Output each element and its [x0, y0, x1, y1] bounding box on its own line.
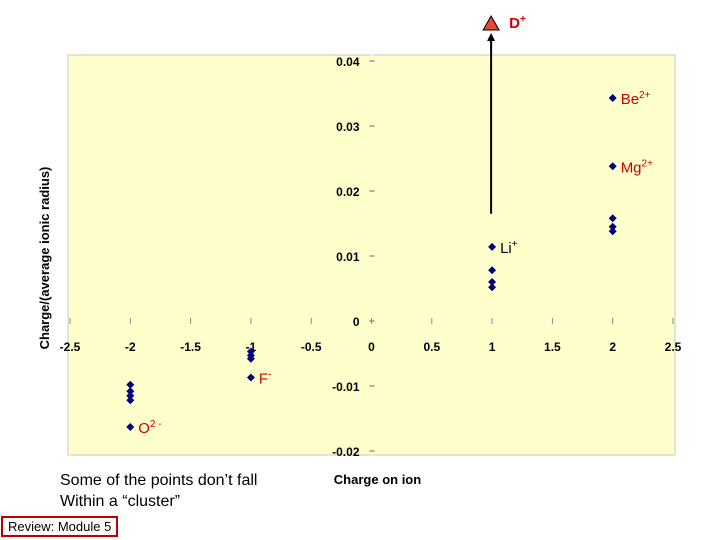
x-tick-label-6: 0.5 [423, 340, 440, 354]
ion-label-li: Li+ [500, 239, 518, 257]
data-point-12 [488, 283, 497, 292]
data-point-9 [488, 242, 497, 251]
x-tick-label-1: -2 [125, 340, 136, 354]
y-tick-label-5: -0.01 [332, 380, 360, 394]
y-tick-label-4: 0 [353, 315, 360, 329]
y-tick-label-6: -0.02 [332, 445, 360, 459]
data-point-0 [126, 380, 135, 389]
data-point-4 [126, 422, 135, 431]
ion-label-d: D+ [509, 14, 526, 32]
data-point-2 [126, 391, 135, 400]
ion-label-mg: Mg2+ [621, 158, 653, 176]
x-tick-label-8: 1.5 [544, 340, 561, 354]
y-tick-label-2: 0.02 [336, 185, 360, 199]
x-tick-label-3: -1 [246, 340, 257, 354]
data-point-8 [246, 373, 255, 382]
ion-label-o: O2 - [138, 419, 161, 437]
x-tick-label-10: 2.5 [665, 340, 682, 354]
y-tick-label-1: 0.03 [336, 120, 360, 134]
deuterium-marker [482, 14, 500, 31]
data-point-3 [126, 396, 135, 405]
data-point-16 [608, 222, 617, 231]
ion-label-f: F- [259, 370, 272, 388]
x-axis-title: Charge on ion [334, 472, 421, 487]
data-point-14 [608, 162, 617, 171]
x-tick-label-5: 0 [368, 340, 375, 354]
x-tick-label-4: -0.5 [301, 340, 322, 354]
cluster-note: Some of the points don’t fall Within a “… [60, 470, 257, 512]
ion-label-be: Be2+ [621, 90, 651, 108]
y-tick-label-3: 0.01 [336, 250, 360, 264]
data-point-1 [126, 387, 135, 396]
x-tick-label-2: -1.5 [180, 340, 201, 354]
x-tick-label-9: 2 [609, 340, 616, 354]
data-point-10 [488, 266, 497, 275]
cluster-note-line-2: Within a “cluster” [60, 493, 181, 510]
y-tick-label-0: 0.04 [336, 55, 360, 69]
deuterium-arrow-head [487, 33, 496, 41]
x-tick-label-0: -2.5 [60, 340, 81, 354]
y-axis-title: Charge/(average ionic radius) [37, 167, 52, 350]
data-point-17 [608, 227, 617, 236]
data-point-7 [246, 354, 255, 363]
x-tick-label-7: 1 [489, 340, 496, 354]
cluster-note-line-1: Some of the points don’t fall [60, 472, 258, 489]
data-point-13 [608, 94, 617, 103]
data-point-11 [488, 278, 497, 286]
review-badge: Review: Module 5 [1, 516, 119, 537]
data-point-15 [608, 214, 617, 223]
